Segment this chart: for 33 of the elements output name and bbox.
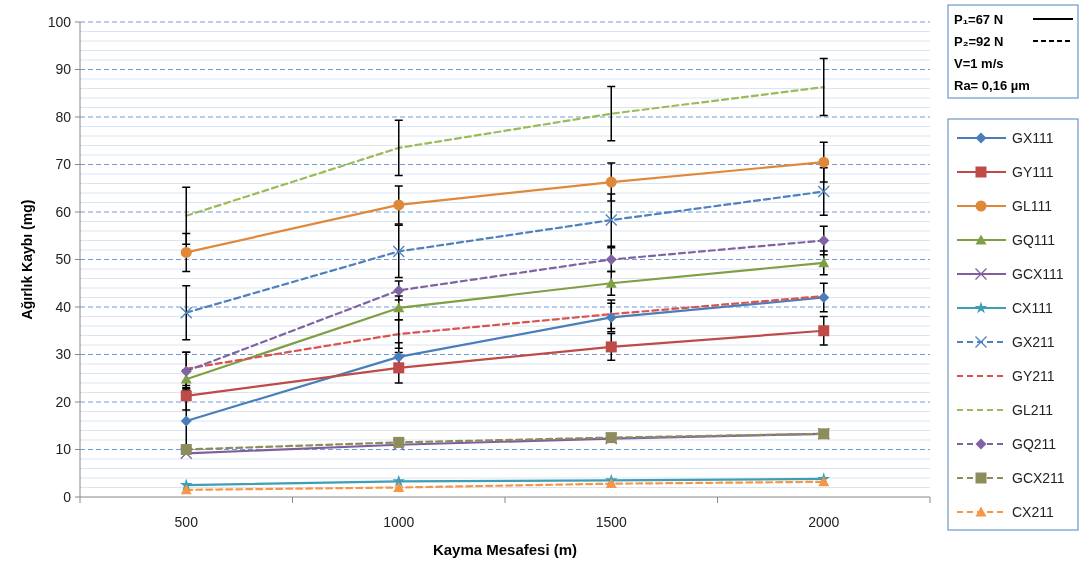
legend-label: GL111 (1012, 197, 1053, 214)
y-tick-label: 90 (55, 61, 72, 78)
x-tick-label: 500 (174, 514, 199, 530)
legend-label: GL211 (1012, 401, 1054, 418)
legend-label: GCX211 (1012, 469, 1065, 486)
x-tick-label: 2000 (808, 514, 840, 530)
y-tick-label: 60 (55, 203, 72, 220)
legend-label: CX111 (1012, 299, 1053, 316)
legend-label: GCX111 (1012, 265, 1064, 282)
y-tick-label: 70 (55, 156, 72, 173)
text: V=1 m/s (954, 56, 1004, 71)
x-tick-label: 1000 (383, 514, 415, 530)
legend-label: GQ111 (1012, 231, 1056, 248)
legend-label: GY111 (1012, 163, 1054, 180)
legend-label: GY211 (1012, 367, 1055, 384)
x-tick-label: 1500 (595, 514, 628, 530)
y-tick-label: 40 (55, 298, 72, 315)
y-tick-label: 30 (55, 346, 72, 363)
legend-label: GX111 (1012, 129, 1054, 146)
y-tick-label: 100 (47, 13, 72, 30)
y-tick-label: 0 (63, 488, 72, 505)
legend-label: GQ211 (1012, 435, 1057, 452)
y-tick-label: 10 (55, 441, 72, 458)
text: Ra= 0,16 µm (954, 78, 1030, 93)
text: P₂=92 N (954, 34, 1004, 49)
legend-label: GX211 (1012, 333, 1055, 350)
legend-label: CX211 (1012, 503, 1054, 520)
y-tick-label: 80 (55, 108, 72, 125)
y-tick-label: 50 (55, 251, 72, 268)
text: P₁=67 N (954, 12, 1004, 27)
y-tick-label: 20 (55, 393, 72, 410)
y-axis-title: Ağırlık Kaybı (mg) (19, 199, 35, 320)
x-axis-title: Kayma Mesafesi (m) (432, 541, 578, 558)
